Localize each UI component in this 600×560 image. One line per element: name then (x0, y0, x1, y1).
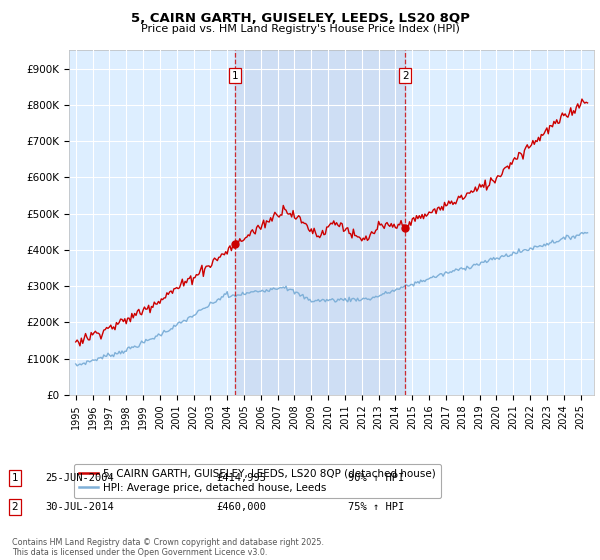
Text: 1: 1 (11, 473, 19, 483)
Text: 30-JUL-2014: 30-JUL-2014 (45, 502, 114, 512)
Legend: 5, CAIRN GARTH, GUISELEY, LEEDS, LS20 8QP (detached house), HPI: Average price, : 5, CAIRN GARTH, GUISELEY, LEEDS, LS20 8Q… (74, 464, 442, 498)
Bar (235, 50, 405, 395)
Text: 2: 2 (11, 502, 19, 512)
Text: Price paid vs. HM Land Registry's House Price Index (HPI): Price paid vs. HM Land Registry's House … (140, 24, 460, 34)
Text: £460,000: £460,000 (216, 502, 266, 512)
Text: 5, CAIRN GARTH, GUISELEY, LEEDS, LS20 8QP: 5, CAIRN GARTH, GUISELEY, LEEDS, LS20 8Q… (131, 12, 469, 25)
Text: £414,995: £414,995 (216, 473, 266, 483)
Text: 90% ↑ HPI: 90% ↑ HPI (348, 473, 404, 483)
Text: 25-JUN-2004: 25-JUN-2004 (45, 473, 114, 483)
Text: 2: 2 (402, 71, 409, 81)
Text: Contains HM Land Registry data © Crown copyright and database right 2025.
This d: Contains HM Land Registry data © Crown c… (12, 538, 324, 557)
Text: 1: 1 (232, 71, 239, 81)
Text: 75% ↑ HPI: 75% ↑ HPI (348, 502, 404, 512)
